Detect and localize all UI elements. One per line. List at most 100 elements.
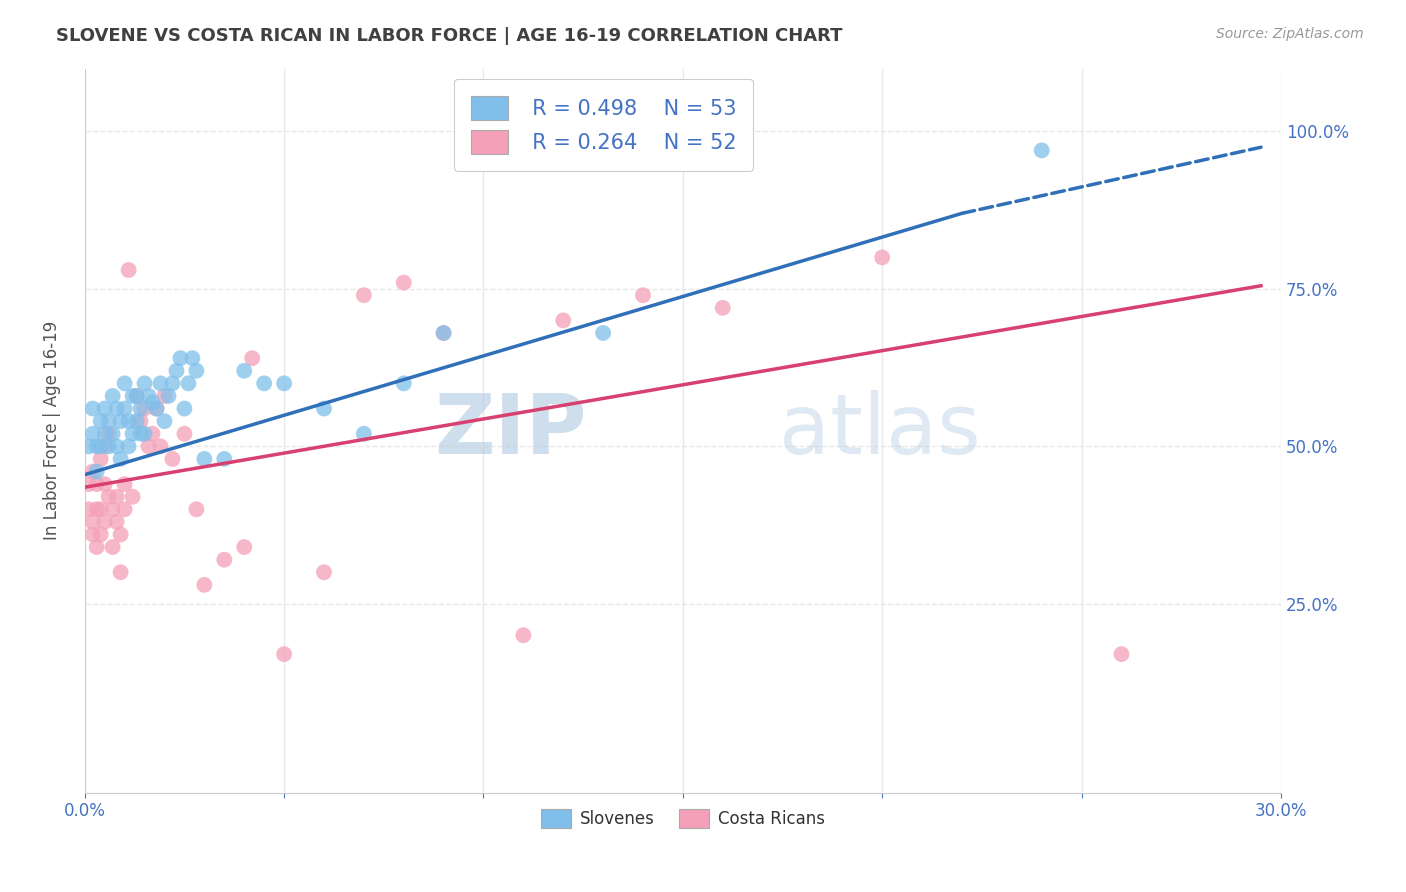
Point [186,364,208,378]
Point [110,414,132,428]
Point [90,527,112,541]
Y-axis label: In Labor Force | Age 16-19: In Labor Force | Age 16-19 [44,321,60,541]
Point [392,376,415,391]
Point [141,395,163,409]
Point [711,301,734,315]
Point [93,401,115,416]
Point [117,439,139,453]
Point [193,451,215,466]
Point [138,389,160,403]
Point [110,451,132,466]
Point [134,426,156,441]
Point [186,502,208,516]
Point [125,389,148,403]
Point [1031,144,1053,158]
Point [121,389,143,403]
Point [86,465,108,479]
Point [114,502,136,516]
Point [145,401,167,416]
Text: Source: ZipAtlas.com: Source: ZipAtlas.com [1216,27,1364,41]
Point [90,502,112,516]
Point [86,439,108,453]
Point [117,263,139,277]
Point [110,566,132,580]
Point [114,477,136,491]
Point [90,451,112,466]
Point [97,490,120,504]
Point [86,502,108,516]
Point [273,647,295,661]
Point [353,288,375,302]
Point [129,426,152,441]
Point [165,364,187,378]
Point [631,288,654,302]
Text: atlas: atlas [779,390,980,471]
Point [312,566,335,580]
Point [105,515,128,529]
Point [86,540,108,554]
Point [105,401,128,416]
Point [93,477,115,491]
Point [138,439,160,453]
Point [101,502,124,516]
Point [121,426,143,441]
Point [149,376,172,391]
Text: ZIP: ZIP [434,390,588,471]
Point [512,628,534,642]
Point [97,439,120,453]
Point [214,451,236,466]
Point [90,414,112,428]
Text: SLOVENE VS COSTA RICAN IN LABOR FORCE | AGE 16-19 CORRELATION CHART: SLOVENE VS COSTA RICAN IN LABOR FORCE | … [56,27,842,45]
Point [82,401,104,416]
Point [173,401,195,416]
Point [240,351,263,366]
Point [117,414,139,428]
Point [433,326,456,340]
Legend: Slovenes, Costa Ricans: Slovenes, Costa Ricans [534,803,831,835]
Point [86,477,108,491]
Point [125,389,148,403]
Point [173,426,195,441]
Point [253,376,276,391]
Point [312,401,335,416]
Point [153,389,176,403]
Point [97,414,120,428]
Point [162,376,184,391]
Point [1111,647,1133,661]
Point [353,426,375,441]
Point [149,439,172,453]
Point [93,515,115,529]
Point [77,439,100,453]
Point [134,376,156,391]
Point [110,527,132,541]
Point [77,477,100,491]
Point [125,414,148,428]
Point [214,552,236,566]
Point [82,465,104,479]
Point [90,439,112,453]
Point [114,401,136,416]
Point [553,313,575,327]
Point [433,326,456,340]
Point [141,426,163,441]
Point [93,439,115,453]
Point [101,426,124,441]
Point [870,251,893,265]
Point [121,490,143,504]
Point [105,490,128,504]
Point [157,389,180,403]
Point [93,426,115,441]
Point [233,364,256,378]
Point [392,276,415,290]
Point [273,376,295,391]
Point [592,326,614,340]
Point [82,527,104,541]
Point [101,540,124,554]
Point [181,351,204,366]
Point [77,502,100,516]
Point [105,439,128,453]
Point [114,376,136,391]
Point [177,376,200,391]
Point [101,389,124,403]
Point [82,515,104,529]
